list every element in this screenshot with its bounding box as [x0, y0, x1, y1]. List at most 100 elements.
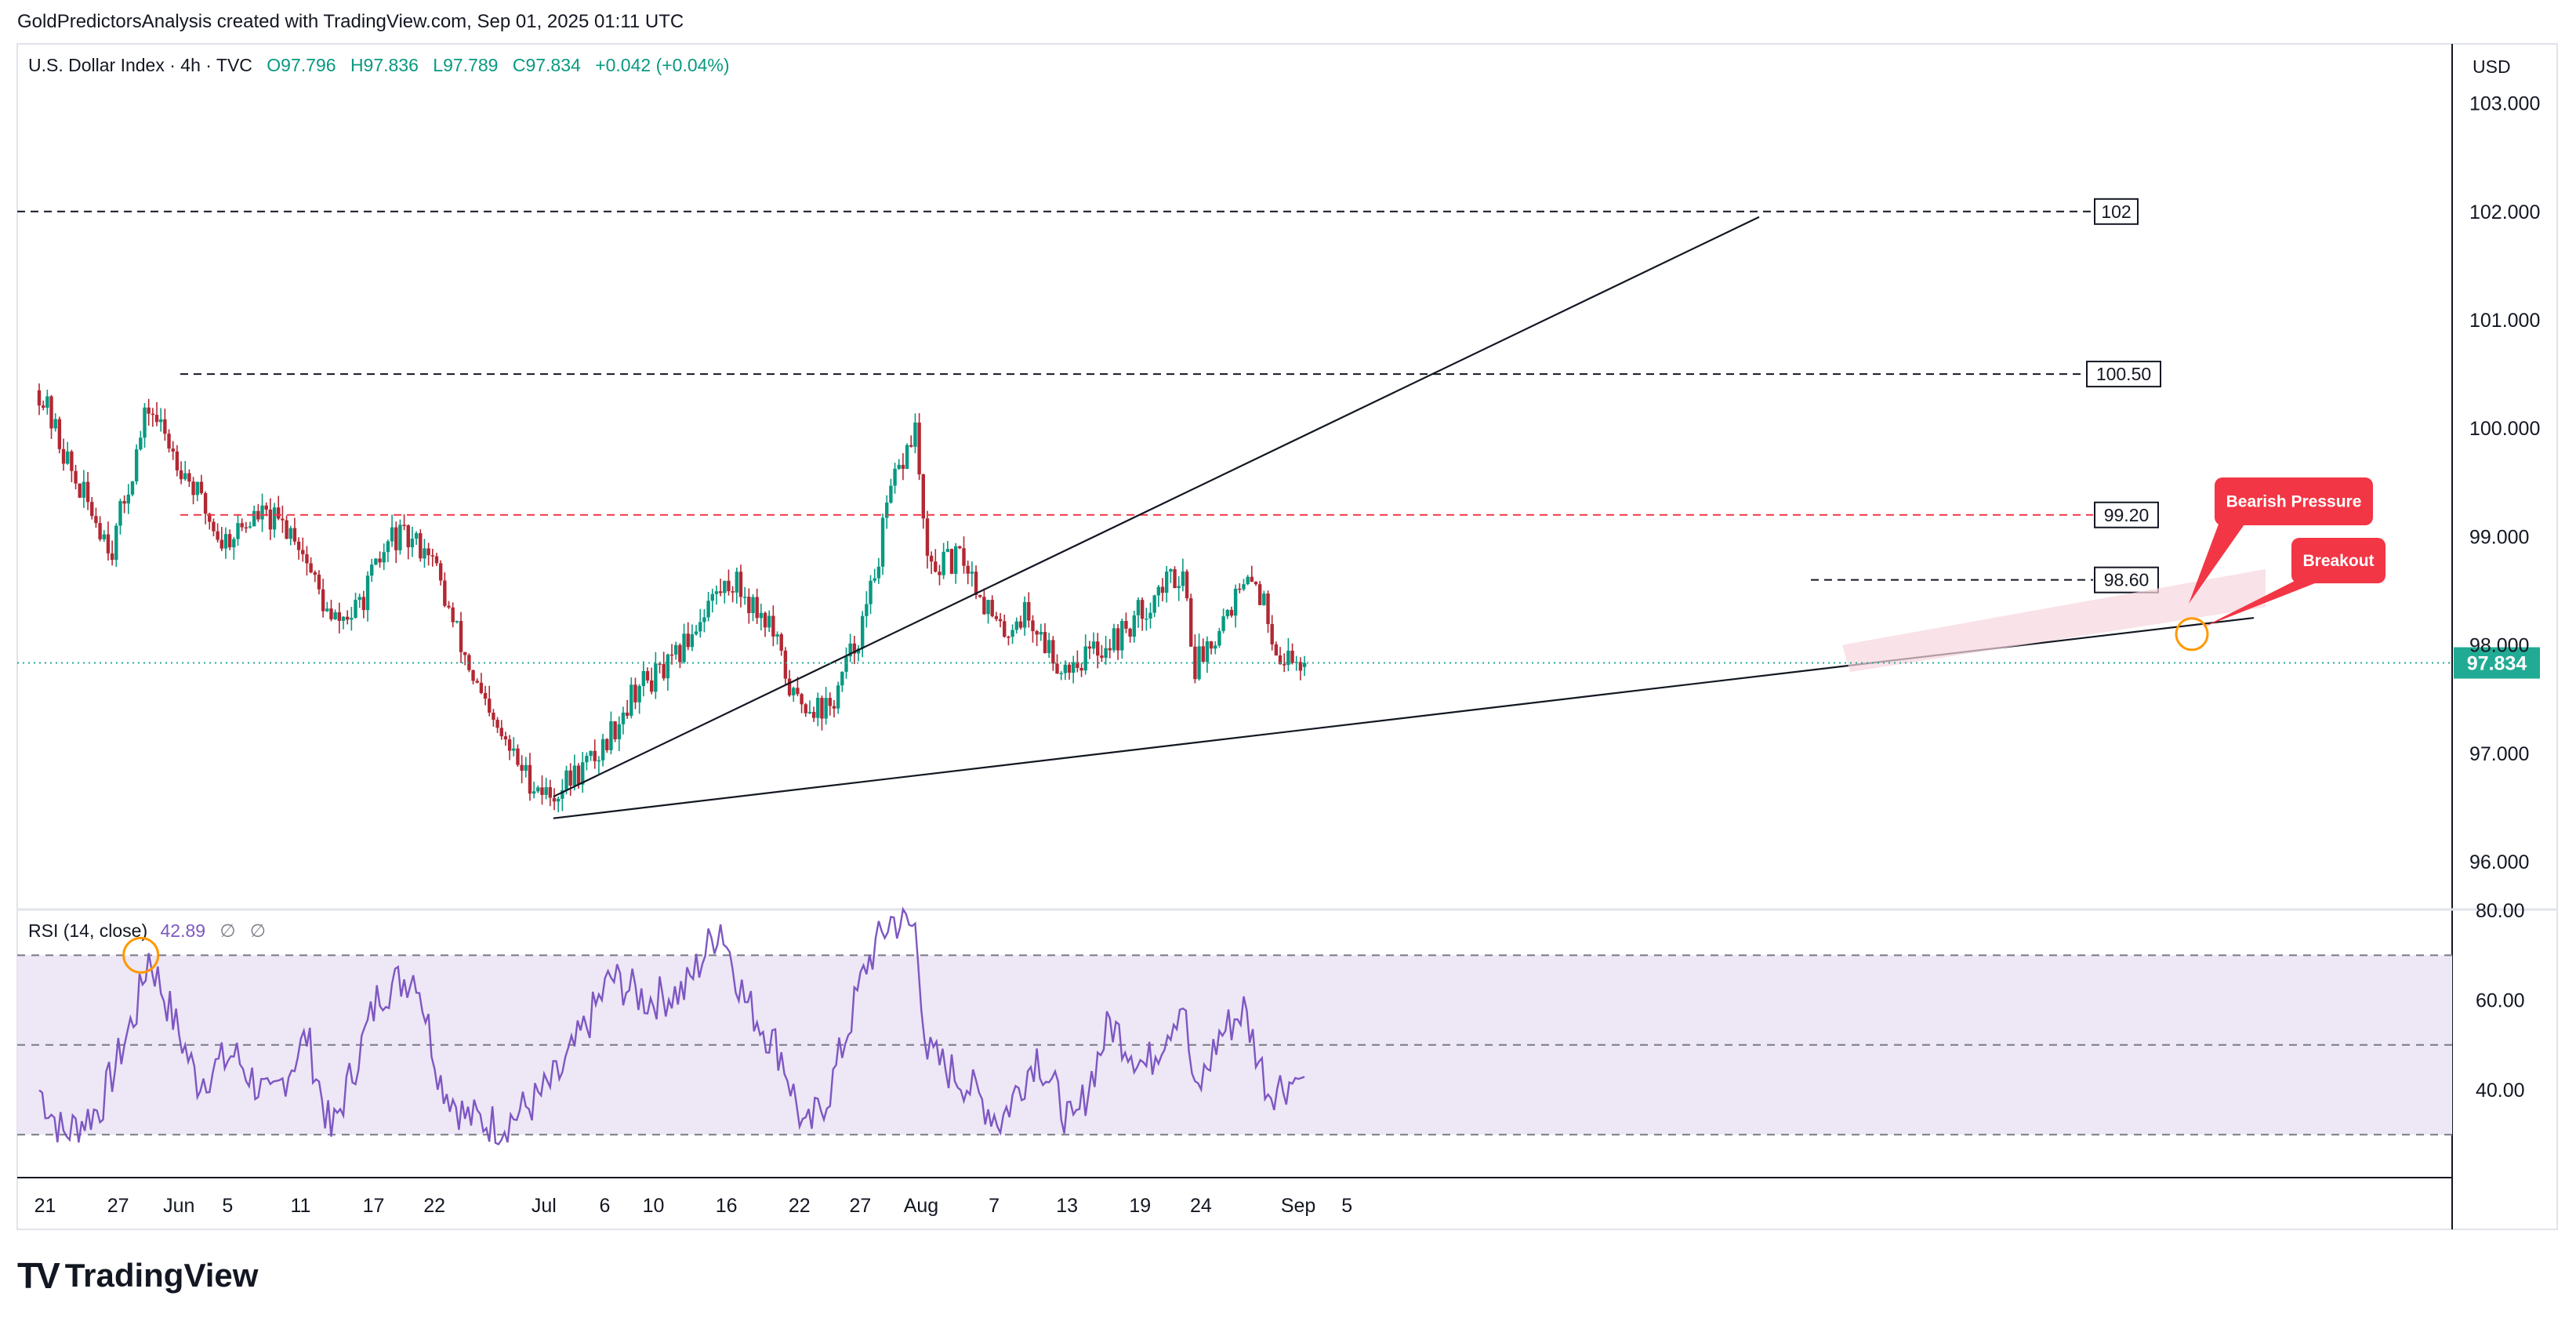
candle-body	[1072, 662, 1076, 673]
candle-body	[1266, 594, 1270, 625]
candle	[929, 551, 934, 575]
candle-body	[536, 787, 540, 792]
candle-body	[970, 572, 974, 574]
rsi-label[interactable]: RSI (14, close)	[28, 920, 148, 941]
candle-body	[564, 770, 568, 790]
candle	[1051, 636, 1055, 671]
candle	[540, 775, 544, 805]
candle	[53, 413, 57, 432]
candle	[292, 517, 297, 545]
candle-body	[953, 546, 958, 574]
candle-body	[163, 419, 167, 434]
candle	[913, 413, 917, 454]
time-tick-13: 13	[1056, 1195, 1078, 1217]
candle-body	[1124, 621, 1128, 629]
candle-body	[512, 748, 516, 751]
candle	[1124, 612, 1128, 633]
candle-body	[361, 597, 366, 611]
candle	[807, 700, 812, 714]
candle-body	[840, 671, 844, 686]
candle	[313, 570, 317, 583]
currency-label[interactable]: USD	[2473, 56, 2511, 77]
candle	[41, 400, 45, 411]
bearish-pressure-callout-pointer	[2189, 522, 2246, 604]
candle-body	[134, 449, 139, 481]
legend-change: +0.042 (+0.04%)	[595, 55, 730, 75]
candle	[1189, 594, 1193, 647]
candle-body	[374, 558, 378, 565]
candle	[783, 647, 788, 684]
candle-body	[41, 405, 45, 408]
candle	[804, 702, 807, 717]
rsi-value: 42.89	[160, 920, 206, 941]
candle-body	[492, 712, 495, 721]
candle-body	[921, 474, 925, 519]
candle-body	[1136, 600, 1141, 615]
candle	[438, 560, 443, 586]
candle	[212, 518, 216, 537]
candle	[1087, 641, 1092, 659]
candle-body	[572, 765, 577, 786]
candle-body	[1270, 624, 1274, 644]
candle	[600, 734, 605, 767]
candle-body	[329, 608, 333, 619]
candle-body	[755, 597, 759, 619]
candle-body	[159, 419, 163, 423]
candle	[114, 523, 118, 568]
candle-body	[759, 612, 764, 619]
candle	[154, 401, 159, 427]
candle	[718, 579, 723, 597]
axes: 97.83496.00097.00098.00099.000100.000101…	[34, 93, 2541, 1217]
price-tick-98.000: 98.000	[2469, 635, 2529, 657]
candle	[811, 706, 816, 722]
tradingview-logo[interactable]: TV TradingView	[17, 1255, 258, 1296]
candle	[325, 601, 329, 612]
candle	[309, 557, 313, 574]
candle-body	[873, 578, 876, 581]
candle	[1225, 608, 1229, 619]
level-tag-box	[2086, 361, 2161, 388]
candle-body	[1160, 586, 1165, 594]
breakout-callout-box	[2291, 538, 2386, 583]
candle	[520, 755, 524, 783]
candle	[1116, 624, 1120, 660]
candle-body	[678, 644, 682, 662]
bearish-pressure-callout-box	[2215, 477, 2373, 525]
time-tick-11: 11	[290, 1195, 310, 1217]
candle	[763, 611, 767, 637]
candle-body	[232, 539, 236, 548]
candle-body	[1156, 586, 1161, 596]
candle-body	[654, 663, 658, 692]
candle-body	[1120, 621, 1124, 651]
candle	[459, 612, 463, 663]
candle-body	[1039, 632, 1043, 635]
candle-body	[268, 509, 273, 530]
annotations: 102 100.50 99.20 98.60 Bearish Pressure Break…	[17, 198, 2452, 819]
candle-body	[354, 600, 357, 619]
candle	[751, 594, 755, 622]
candle	[1233, 584, 1238, 628]
candle-body	[738, 572, 743, 597]
candle-body	[1059, 673, 1063, 675]
candle	[516, 744, 520, 768]
candle	[1254, 581, 1258, 586]
candle	[1290, 643, 1294, 665]
candle-body	[637, 686, 641, 702]
candle-body	[751, 597, 755, 613]
candle-body	[1177, 586, 1181, 589]
candle-body	[212, 521, 216, 532]
candle-body	[958, 546, 962, 549]
candle	[1257, 581, 1262, 605]
candle	[1181, 558, 1185, 592]
level-tag-box	[2094, 198, 2139, 225]
candle-body	[1128, 628, 1132, 637]
candle-body	[548, 787, 553, 798]
credit-timestamp: Sep 01, 2025 01:11 UTC	[477, 11, 684, 32]
time-tick-17: 17	[363, 1195, 385, 1217]
candle	[402, 514, 406, 531]
candle-body	[869, 580, 873, 604]
symbol-name[interactable]: U.S. Dollar Index · 4h · TVC	[28, 55, 252, 75]
candle-body	[832, 706, 836, 709]
candle	[572, 754, 577, 791]
